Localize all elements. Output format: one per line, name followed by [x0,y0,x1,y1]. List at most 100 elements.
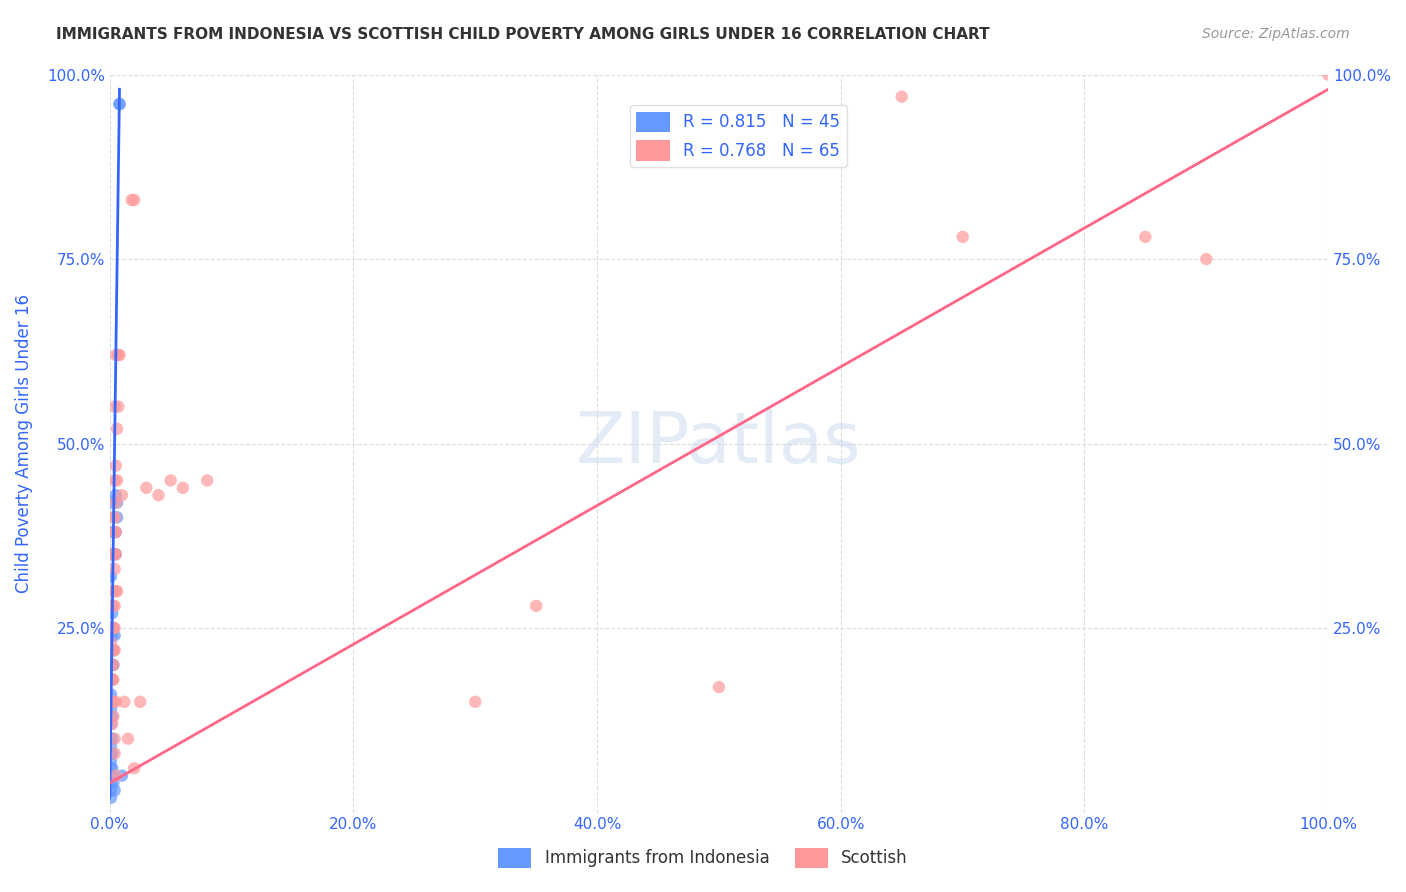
Point [104,474,127,488]
Point [100,547,122,561]
Point [135,481,157,495]
Point [104,628,127,642]
Point [101,731,124,746]
Point [103,643,125,657]
Point [103,510,125,524]
Point [1195,252,1218,266]
Point [100,525,122,540]
Point [104,525,127,540]
Point [100,688,122,702]
Point [105,474,128,488]
Point [101,607,124,621]
Legend: R = 0.815   N = 45, R = 0.768   N = 65: R = 0.815 N = 45, R = 0.768 N = 65 [630,105,846,168]
Point [104,525,127,540]
Point [100,621,122,635]
Point [100,495,122,509]
Point [104,525,127,540]
Point [101,643,124,657]
Point [105,422,128,436]
Point [104,731,127,746]
Point [101,717,124,731]
Point [100,790,122,805]
Point [464,695,486,709]
Point [107,400,129,414]
Point [103,621,125,635]
Point [100,776,122,790]
Point [103,657,125,672]
Point [104,769,127,783]
Point [105,495,128,509]
Point [108,97,131,112]
Point [101,657,124,672]
Point [101,547,124,561]
Point [108,97,131,112]
Point [104,495,127,509]
Point [707,680,730,694]
Point [100,657,122,672]
Point [100,731,122,746]
Point [100,599,122,613]
Text: ZIPatlas: ZIPatlas [576,409,862,478]
Point [100,769,122,783]
Point [104,348,127,362]
Point [104,547,127,561]
Point [122,193,145,207]
Point [101,695,124,709]
Point [103,657,125,672]
Point [104,400,127,414]
Point [100,754,122,768]
Point [101,673,124,687]
Point [103,621,125,635]
Point [105,584,128,599]
Point [117,731,139,746]
Point [101,628,124,642]
Point [122,761,145,775]
Point [890,89,912,103]
Point [129,695,152,709]
Point [104,547,127,561]
Point [105,510,128,524]
Point [104,747,127,761]
Point [100,636,122,650]
Point [112,695,135,709]
Point [100,702,122,716]
Point [100,657,122,672]
Point [101,761,124,775]
Point [104,643,127,657]
Point [100,643,122,657]
Point [148,488,170,502]
Point [101,643,124,657]
Point [195,474,218,488]
Point [101,621,124,635]
Point [103,695,125,709]
Point [104,621,127,635]
Point [104,599,127,613]
Point [104,488,127,502]
Point [103,709,125,723]
Legend: Immigrants from Indonesia, Scottish: Immigrants from Indonesia, Scottish [492,841,914,875]
Point [103,776,125,790]
Point [101,584,124,599]
Text: Source: ZipAtlas.com: Source: ZipAtlas.com [1202,27,1350,41]
Point [1135,230,1157,244]
Point [103,584,125,599]
Point [101,673,124,687]
Point [121,193,143,207]
Point [104,783,127,797]
Point [172,481,194,495]
Point [100,783,122,797]
Point [107,348,129,362]
Point [104,510,127,524]
Point [100,673,122,687]
Point [103,547,125,561]
Point [100,673,122,687]
Point [101,695,124,709]
Text: IMMIGRANTS FROM INDONESIA VS SCOTTISH CHILD POVERTY AMONG GIRLS UNDER 16 CORRELA: IMMIGRANTS FROM INDONESIA VS SCOTTISH CH… [56,27,990,42]
Point [104,458,127,473]
Point [111,769,134,783]
Point [100,739,122,753]
Point [103,673,125,687]
Point [952,230,974,244]
Point [100,747,122,761]
Point [100,569,122,583]
